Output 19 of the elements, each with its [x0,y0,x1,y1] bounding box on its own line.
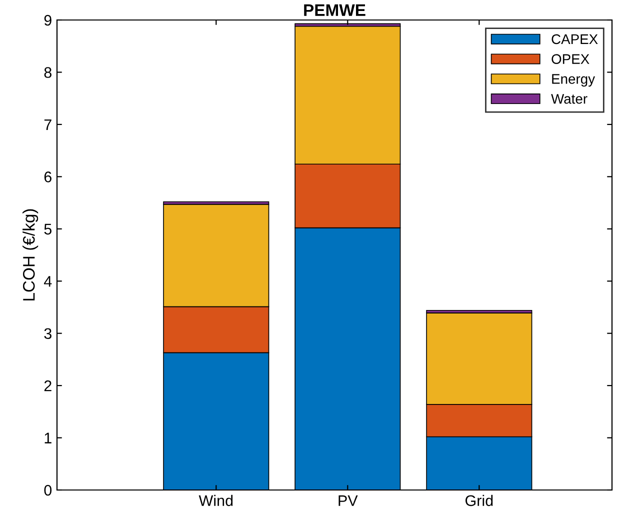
legend-label: OPEX [552,54,590,64]
y-tick-label: 8 [44,67,52,78]
x-tick-label: PV [338,495,358,506]
y-tick-label: 3 [44,328,52,340]
y-tick-label: 0 [44,484,52,496]
y-tick-label: 4 [44,276,52,287]
y-tick-label: 7 [44,119,52,130]
y-tick-label: 1 [44,432,52,444]
y-tick-label: 6 [44,172,52,182]
y-axis-title: LCOH (€/kg) [22,209,38,300]
y-tick-label: 2 [44,380,52,392]
x-tick-label: Wind [198,494,233,506]
legend-label: Energy [552,74,596,87]
legend-label: CAPEX [552,34,598,44]
legend-label: Water [551,94,588,104]
x-tick-label: Grid [466,494,493,506]
y-tick-label: 5 [44,224,52,235]
chart-title: PEMWE [304,4,366,16]
y-tick-label: 9 [44,14,52,26]
